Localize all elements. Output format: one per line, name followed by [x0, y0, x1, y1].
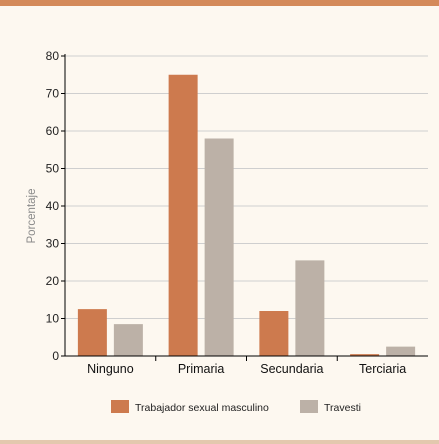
bar-terciaria-series-2: [386, 346, 416, 356]
legend-swatch-series-2: [300, 400, 318, 413]
y-tick-label: 60: [46, 124, 60, 138]
y-tick-label: 0: [52, 349, 59, 363]
y-tick-labels: 0 10 20 30 40 50 60 70 80: [46, 49, 65, 363]
y-tick-label: 70: [46, 87, 60, 101]
bar-secundaria-series-2: [295, 260, 325, 356]
y-tick-label: 30: [46, 237, 60, 251]
legend: Trabajador sexual masculino Travesti: [111, 400, 361, 414]
x-category-label: Secundaria: [260, 362, 323, 376]
legend-label-series-2: Travesti: [324, 402, 361, 414]
y-tick-label: 20: [46, 274, 60, 288]
y-tick-label: 50: [46, 162, 60, 176]
y-axis-label: Porcentaje: [26, 189, 38, 244]
top-accent-bar: [0, 0, 439, 6]
axes: [64, 54, 428, 357]
bar-primaria-series-2: [204, 138, 234, 356]
bar-primaria-series-1: [168, 74, 198, 356]
bar-ninguno-series-2: [113, 324, 143, 356]
bottom-accent-bar: [0, 440, 439, 444]
x-category-label: Terciaria: [359, 362, 406, 376]
y-tick-label: 40: [46, 199, 60, 213]
x-category-label: Ninguno: [87, 362, 134, 376]
bar-ninguno-series-1: [77, 309, 107, 356]
bars: [77, 74, 416, 356]
legend-swatch-series-1: [111, 400, 129, 413]
grid-lines: [65, 55, 428, 319]
legend-label-series-1: Trabajador sexual masculino: [135, 402, 269, 414]
x-category-label: Primaria: [178, 362, 225, 376]
bar-terciaria-series-1: [350, 354, 380, 356]
x-category-labels: Ninguno Primaria Secundaria Terciaria: [87, 356, 406, 376]
y-tick-label: 10: [46, 312, 60, 326]
bar-secundaria-series-1: [259, 311, 289, 356]
y-tick-label: 80: [46, 49, 60, 63]
